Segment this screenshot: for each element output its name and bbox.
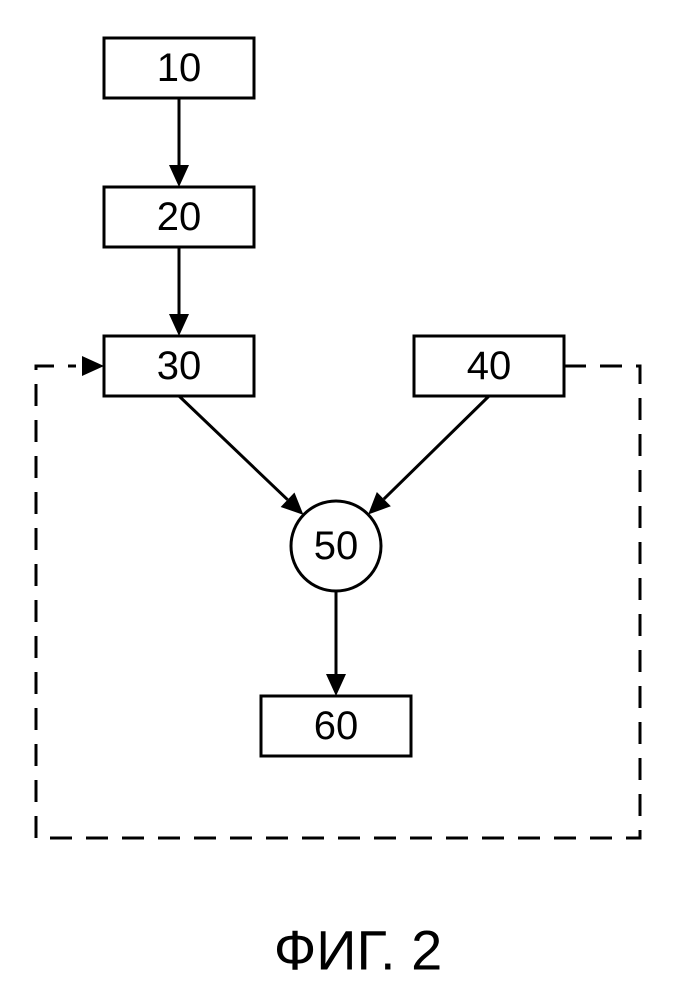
- figure-caption: ФИГ. 2: [274, 919, 443, 982]
- arrowhead: [169, 165, 189, 187]
- arrowhead: [169, 314, 189, 336]
- edge-n30-n50: [179, 396, 288, 500]
- node-50-label: 50: [314, 524, 359, 568]
- feedback-edge: [36, 366, 640, 838]
- node-20-label: 20: [157, 195, 202, 239]
- node-30-label: 30: [157, 344, 202, 388]
- edge-n40-n50: [384, 396, 489, 499]
- node-30: 30: [104, 336, 254, 396]
- node-60: 60: [261, 696, 411, 756]
- node-40-label: 40: [467, 344, 512, 388]
- node-10-label: 10: [157, 46, 202, 90]
- node-20: 20: [104, 187, 254, 247]
- node-40: 40: [414, 336, 564, 396]
- node-50: 50: [291, 501, 381, 591]
- node-10: 10: [104, 38, 254, 98]
- node-60-label: 60: [314, 704, 359, 748]
- arrowhead: [326, 674, 346, 696]
- flowchart-canvas: 10 20 30 40 50 60 ФИГ. 2: [0, 0, 692, 999]
- arrowhead: [82, 356, 104, 376]
